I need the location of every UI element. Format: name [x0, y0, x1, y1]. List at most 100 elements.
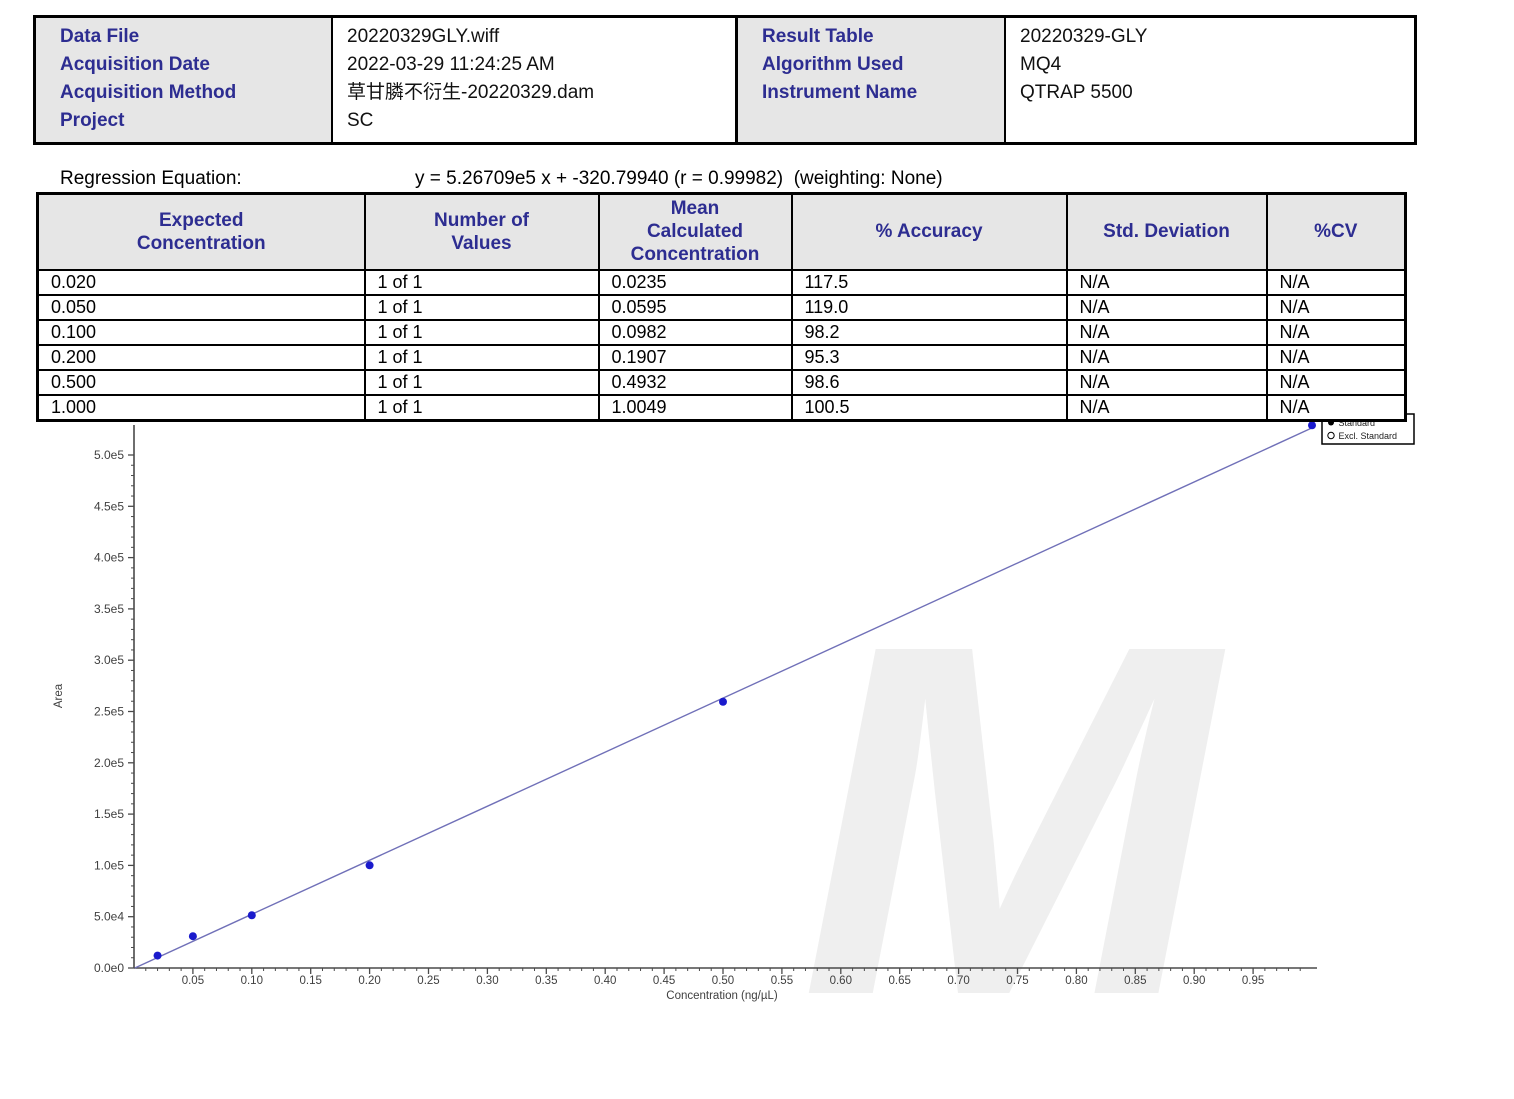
col-expected-concentration: Expected Concentration — [36, 192, 366, 271]
cell: 100.5 — [790, 393, 1068, 421]
data-point — [153, 951, 162, 960]
run-info-table: Data File Acquisition Date Acquisition M… — [33, 15, 1417, 145]
acquisition-method-label: Acquisition Method — [60, 82, 237, 103]
cell: 0.0235 — [597, 268, 793, 296]
col-accuracy: % Accuracy — [790, 192, 1068, 271]
empty-label — [762, 107, 1004, 135]
cell: 1 of 1 — [363, 368, 600, 396]
table-row: 0.100 1 of 1 0.0982 98.2 N/A N/A — [36, 318, 1407, 346]
y-tick-label: 4.0e5 — [94, 551, 124, 565]
cell: N/A — [1065, 268, 1268, 296]
cell: N/A — [1065, 343, 1268, 371]
cell: 98.6 — [790, 368, 1068, 396]
instrument-name-label: Instrument Name — [762, 82, 918, 103]
acquisition-method-value: 草甘膦不衍生-20220329.dam — [347, 82, 595, 103]
x-tick-label: 0.45 — [653, 975, 675, 987]
y-tick-label: 3.0e5 — [94, 653, 124, 667]
run-info-right-labels: Result Table Algorithm Used Instrument N… — [738, 18, 1006, 142]
x-tick-label: 0.15 — [300, 975, 322, 987]
cell: 95.3 — [790, 343, 1068, 371]
regression-row: Regression Equation: y = 5.26709e5 x + -… — [33, 164, 1404, 190]
regression-equation-label: Regression Equation: — [60, 168, 242, 189]
cell: 0.0982 — [597, 318, 793, 346]
x-tick-label: 0.55 — [771, 975, 793, 987]
cell: 1 of 1 — [363, 343, 600, 371]
y-tick-label: 5.0e5 — [94, 448, 124, 462]
cell: 1 of 1 — [363, 268, 600, 296]
algorithm-used-label: Algorithm Used — [762, 54, 904, 75]
result-table-value: 20220329-GLY — [1020, 26, 1148, 47]
x-tick-label: 0.05 — [182, 975, 204, 987]
legend-open-circle-icon — [1327, 431, 1335, 440]
project-label: Project — [60, 110, 125, 131]
data-file-value: 20220329GLY.wiff — [347, 26, 500, 47]
algorithm-used-value: MQ4 — [1020, 54, 1062, 75]
cell: N/A — [1265, 368, 1407, 396]
x-tick-label: 0.35 — [535, 975, 557, 987]
empty-value — [1020, 107, 1147, 135]
run-info-left-values: 20220329GLY.wiff 2022-03-29 11:24:25 AM … — [333, 18, 594, 142]
cell: 0.4932 — [597, 368, 793, 396]
cell: N/A — [1265, 343, 1407, 371]
cell: 1 of 1 — [363, 293, 600, 321]
y-tick-label: 4.5e5 — [94, 499, 124, 513]
regression-equation-value: y = 5.26709e5 x + -320.79940 (r = 0.9998… — [415, 168, 943, 189]
table-row: 0.020 1 of 1 0.0235 117.5 N/A N/A — [36, 268, 1407, 296]
y-tick-label: 0.0e0 — [94, 961, 124, 975]
cell: 117.5 — [790, 268, 1068, 296]
col-cv: %CV — [1265, 192, 1407, 271]
legend-label: Excl. Standard — [1339, 431, 1398, 441]
y-axis-title: Area — [53, 683, 65, 708]
data-point — [365, 861, 374, 870]
data-point — [247, 911, 256, 920]
y-tick-label: 1.0e5 — [94, 858, 124, 872]
cell: 1 of 1 — [363, 318, 600, 346]
cell: 0.020 — [36, 268, 366, 296]
data-point — [719, 697, 727, 706]
col-number-of-values: Number of Values — [363, 192, 600, 271]
x-tick-label: 0.30 — [476, 975, 498, 987]
cell: N/A — [1065, 393, 1268, 421]
cell: 1.0049 — [597, 393, 793, 421]
cell: 0.100 — [36, 318, 366, 346]
cell: 0.050 — [36, 293, 366, 321]
col-mean-calculated: Mean Calculated Concentration — [597, 192, 793, 271]
cell: N/A — [1265, 293, 1407, 321]
cell: 1.000 — [36, 393, 366, 421]
cell: 0.1907 — [597, 343, 793, 371]
data-point — [188, 932, 197, 941]
cell: 119.0 — [790, 293, 1068, 321]
table-row: 0.200 1 of 1 0.1907 95.3 N/A N/A — [36, 343, 1407, 371]
instrument-name-value: QTRAP 5500 — [1020, 82, 1133, 103]
cell: N/A — [1265, 318, 1407, 346]
run-info-left: Data File Acquisition Date Acquisition M… — [36, 18, 738, 142]
table-row: 0.050 1 of 1 0.0595 119.0 N/A N/A — [36, 293, 1407, 321]
result-table-label: Result Table — [762, 26, 874, 47]
x-tick-label: 0.40 — [594, 975, 616, 987]
x-axis-title: Concentration (ng/µL) — [666, 990, 778, 1002]
statistics-table: Expected Concentration Number of Values … — [36, 192, 1407, 422]
cell: N/A — [1065, 293, 1268, 321]
x-tick-label: 0.25 — [417, 975, 439, 987]
cell: N/A — [1065, 318, 1268, 346]
run-info-right-values: 20220329-GLY MQ4 QTRAP 5500 — [1006, 18, 1147, 142]
table-row: 0.500 1 of 1 0.4932 98.6 N/A N/A — [36, 368, 1407, 396]
run-info-right: Result Table Algorithm Used Instrument N… — [738, 18, 1414, 142]
y-tick-label: 2.0e5 — [94, 756, 124, 770]
y-tick-label: 3.5e5 — [94, 602, 124, 616]
acquisition-date-value: 2022-03-29 11:24:25 AM — [347, 54, 555, 75]
cell: N/A — [1265, 393, 1407, 421]
cell: N/A — [1265, 268, 1407, 296]
data-file-label: Data File — [60, 26, 140, 47]
cell: 1 of 1 — [363, 393, 600, 421]
y-tick-label: 2.5e5 — [94, 705, 124, 719]
x-tick-label: 0.95 — [1242, 975, 1264, 987]
run-info-left-labels: Data File Acquisition Date Acquisition M… — [36, 18, 333, 142]
y-tick-label: 5.0e4 — [94, 910, 124, 924]
project-value: SC — [347, 110, 374, 131]
col-std-deviation: Std. Deviation — [1065, 192, 1268, 271]
y-tick-label: 1.5e5 — [94, 807, 124, 821]
x-tick-label: 0.10 — [241, 975, 263, 987]
data-point — [1308, 421, 1316, 430]
cell: 0.200 — [36, 343, 366, 371]
